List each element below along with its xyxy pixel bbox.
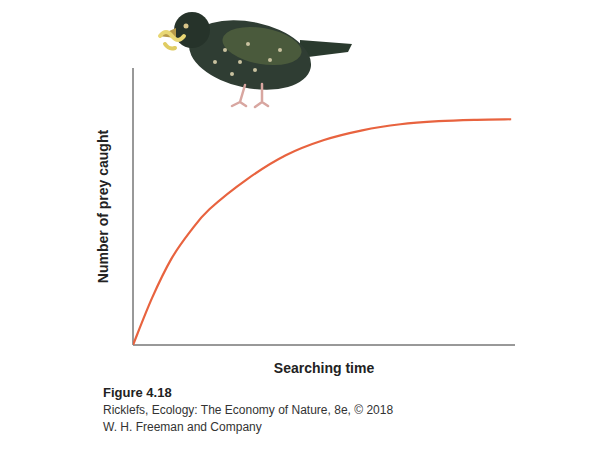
bird-spot: [246, 42, 250, 46]
data-line: [133, 119, 511, 345]
figure-label: Figure 4.18: [103, 385, 172, 400]
y-axis-title: Number of prey caught: [95, 130, 111, 284]
bird-wing: [219, 21, 304, 70]
bird-illustration: [158, 10, 352, 107]
figure-credit: Ricklefs, Ecology: The Economy of Nature…: [103, 403, 393, 417]
plot-area: [133, 119, 511, 345]
bird-legs: [232, 84, 268, 107]
bird-spot: [230, 72, 234, 76]
bird-spot: [213, 60, 217, 64]
bird-spot: [278, 48, 282, 52]
bird-spot: [238, 60, 242, 64]
x-axis-title: Searching time: [274, 360, 375, 376]
y-axis: [133, 68, 134, 345]
bird-spot: [268, 58, 272, 62]
bird-spot: [253, 68, 257, 72]
figure-credit: W. H. Freeman and Company: [103, 420, 262, 434]
bird-worm: [160, 32, 184, 40]
bird-spot: [223, 48, 227, 52]
bird-worm: [165, 44, 175, 49]
bird-eye: [184, 24, 189, 29]
bird-head: [174, 12, 210, 48]
chart: Searching time Number of prey caught Figur…: [0, 0, 613, 450]
x-axis: [133, 345, 515, 346]
